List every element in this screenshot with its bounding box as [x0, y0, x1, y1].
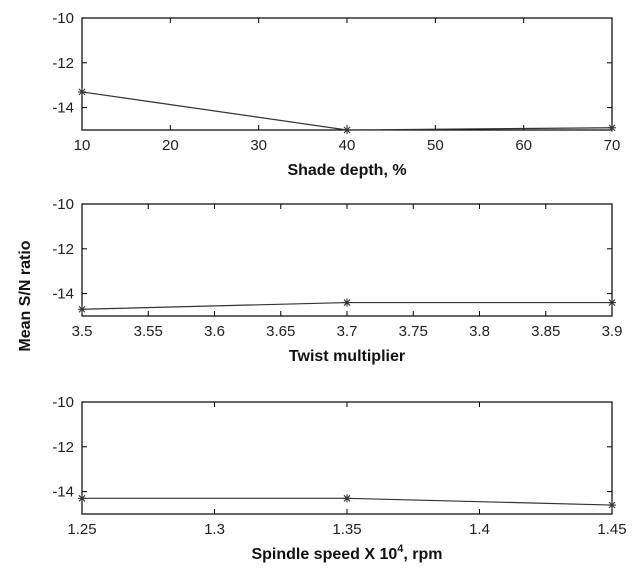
data-point [343, 298, 351, 307]
x-tick-label: 70 [604, 137, 621, 154]
chart-panel-2: -14 -12 -10 3.5 3.55 3.6 3.65 3.7 3.75 3.8 3.85 3.9… [52, 196, 622, 365]
x-axis-label-suffix: , rpm [403, 546, 442, 563]
y-tick-label: -14 [52, 100, 74, 117]
x-tick-label: 20 [162, 137, 179, 154]
y-tick-label: -14 [52, 286, 74, 303]
x-tick-label: 3.65 [266, 323, 295, 340]
chart-panel-1: -14 -12 -10 10 20 30 40 50 60 70 Shade depth, % [52, 10, 620, 179]
x-tick-label: 3.75 [399, 323, 428, 340]
x-tick-label: 3.85 [531, 323, 560, 340]
x-tick-label: 30 [250, 137, 267, 154]
x-axis-label: Twist multiplier [289, 348, 405, 365]
series-line [81, 91, 613, 131]
y-tick-label: -10 [52, 394, 74, 411]
x-tick-label: 60 [515, 137, 532, 154]
data-point [343, 126, 351, 134]
x-tick-label: 1.3 [204, 521, 225, 538]
data-point [608, 123, 616, 132]
x-tick-label: 3.9 [602, 323, 623, 340]
x-tick-label: 3.8 [469, 323, 490, 340]
x-axis-label: Spindle speed X 104, rpm [251, 543, 442, 563]
x-tick-label: 3.5 [72, 323, 93, 340]
y-tick-label: -10 [52, 196, 74, 213]
x-tick-label: 1.4 [469, 521, 490, 538]
x-axis-label-exponent: 4 [397, 543, 404, 555]
data-point [343, 494, 351, 503]
y-tick-label: -12 [52, 55, 74, 72]
y-tick-label: -14 [52, 484, 74, 501]
y-tick-label: -12 [52, 439, 74, 456]
x-tick-label: 1.35 [332, 521, 361, 538]
x-tick-label: 10 [74, 137, 91, 154]
x-tick-label: 1.45 [597, 521, 626, 538]
x-tick-label: 3.55 [134, 323, 163, 340]
x-tick-label: 50 [427, 137, 444, 154]
x-tick-label: 3.6 [204, 323, 225, 340]
data-point [78, 305, 86, 314]
chart-panel-3: -14 -12 -10 1.25 1.3 1.35 1.4 1.45 Spindle speed… [52, 394, 626, 563]
axes-frame [81, 17, 613, 131]
data-point [608, 298, 616, 307]
y-tick-label: -10 [52, 10, 74, 27]
x-tick-label: 3.7 [337, 323, 358, 340]
data-point [78, 494, 86, 503]
x-axis-label: Shade depth, % [287, 162, 406, 179]
data-point [608, 501, 616, 510]
y-tick-label: -12 [52, 241, 74, 258]
data-point [78, 87, 86, 96]
y-axis-label: Mean S/N ratio [17, 240, 34, 351]
x-tick-label: 1.25 [67, 521, 96, 538]
x-tick-label: 40 [339, 137, 356, 154]
